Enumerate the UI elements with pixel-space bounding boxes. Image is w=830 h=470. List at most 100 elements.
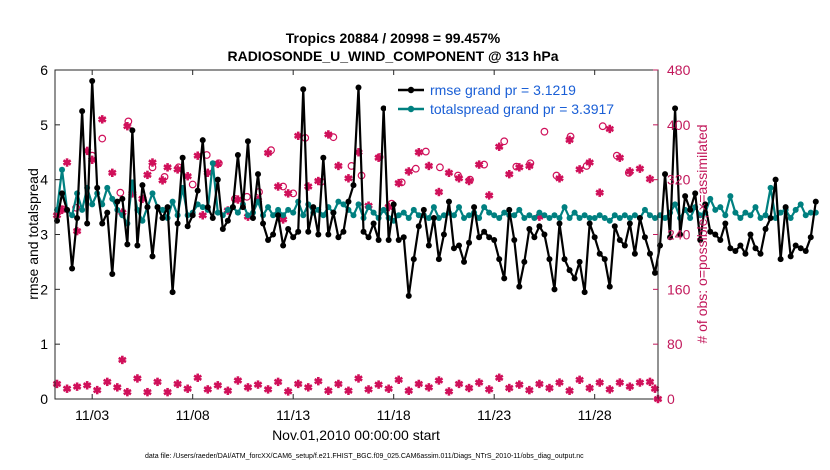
rmse-point [742, 250, 749, 257]
obs-assimilated-marker [163, 163, 172, 172]
rmse-point [541, 231, 548, 238]
rmse-point [209, 215, 216, 222]
rmse-point [84, 220, 91, 227]
obs-assimilated-low-marker [545, 383, 554, 393]
rmse-point [526, 226, 533, 233]
obs-assimilated-marker [233, 195, 243, 204]
obs-assimilated-low-marker [615, 378, 625, 387]
totalspread-point [104, 184, 111, 191]
obs-assimilated-marker [324, 130, 333, 139]
obs-assimilated-marker [615, 153, 625, 162]
rmse-point [677, 231, 684, 238]
obs-assimilated-marker [625, 167, 635, 176]
obs-assimilated-marker [158, 176, 167, 185]
obs-assimilated-low-marker [203, 385, 213, 394]
obs-assimilated-marker [404, 167, 414, 176]
totalspread-point [747, 212, 754, 219]
totalspread-point [722, 212, 729, 219]
obs-assimilated-low-marker [535, 379, 544, 389]
rmse-point [641, 234, 648, 241]
obs-assimilated-marker [645, 174, 655, 184]
obs-assimilated-marker [575, 165, 584, 174]
totalspread-point [611, 212, 618, 219]
rmse-point [410, 256, 417, 263]
rmse-point [626, 220, 633, 227]
obs-assimilated-low-marker [334, 379, 343, 389]
rmse-point [556, 220, 563, 227]
obs-assimilated-marker [198, 211, 208, 220]
totalspread-point [405, 215, 412, 222]
totalspread-point [621, 212, 628, 219]
y-left-tick-label: 2 [40, 281, 48, 297]
rmse-point [445, 198, 452, 205]
rmse-point [591, 234, 598, 241]
rmse-point [476, 234, 483, 241]
rmse-point [275, 212, 282, 219]
totalspread-point [275, 206, 282, 213]
rmse-point [471, 204, 478, 211]
rmse-point [777, 256, 784, 263]
obs-assimilated-low-marker [293, 379, 303, 389]
totalspread-point [762, 212, 769, 219]
totalspread-point [687, 215, 694, 222]
totalspread-point [662, 215, 669, 222]
obs-possible-marker [540, 127, 549, 136]
obs-assimilated-low-marker [424, 383, 434, 392]
rmse-point [737, 242, 744, 249]
rmse-point [139, 182, 146, 189]
obs-assimilated-marker [474, 160, 484, 169]
obs-assimilated-marker [344, 174, 353, 183]
y-left-tick-label: 1 [40, 336, 48, 352]
chart-title-line2: RADIOSONDE_U_WIND_COMPONENT @ 313 hPa [227, 48, 558, 64]
totalspread-point [159, 206, 166, 213]
totalspread-point [511, 212, 518, 219]
obs-assimilated-low-marker [504, 383, 514, 393]
obs-assimilated-marker [595, 188, 604, 197]
totalspread-point [270, 212, 277, 219]
rmse-point [199, 137, 206, 144]
rmse-point [576, 258, 583, 265]
totalspread-point [566, 215, 573, 222]
rmse-point [144, 204, 151, 211]
x-axis: 11/03 11/08 11/13 11/18 11/23 11/28 [75, 70, 612, 423]
rmse-point [69, 265, 76, 272]
totalspread-point [787, 215, 794, 222]
rmse-point [672, 105, 679, 112]
totalspread-point [244, 212, 251, 219]
totalspread-point [601, 215, 608, 222]
totalspread-point [797, 201, 804, 208]
rmse-point [762, 226, 769, 233]
rmse-point [305, 228, 312, 235]
rmse-point [531, 234, 538, 241]
rmse-point [194, 187, 201, 194]
rmse-point [596, 250, 603, 257]
rmse-point [812, 198, 819, 205]
rmse-point [109, 270, 116, 277]
obs-assimilated-low-marker [605, 385, 615, 394]
obs-assimilated-low-marker [515, 380, 524, 389]
obs-assimilated-low-marker [314, 376, 323, 386]
y-right-tick-label: 320 [667, 172, 691, 188]
obs-possible-marker [500, 137, 509, 146]
rmse-point [320, 154, 327, 161]
totalspread-point [626, 215, 633, 222]
obs-assimilated-low-marker [324, 386, 333, 395]
obs-assimilated-marker [515, 163, 524, 172]
obs-assimilated-low-marker [82, 381, 92, 390]
totalspread-point [541, 212, 548, 219]
obs-assimilated-low-marker [464, 383, 474, 393]
totalspread-point [591, 215, 598, 222]
obs-possible-marker [188, 180, 197, 189]
rmse-point [420, 206, 427, 213]
obs-assimilated-low-marker [133, 374, 142, 383]
obs-assimilated-low-marker [283, 387, 293, 396]
obs-assimilated-low-marker [555, 378, 564, 387]
rmse-point [717, 236, 724, 243]
obs-assimilated-low-marker [52, 379, 62, 389]
obs-assimilated-low-marker [113, 383, 122, 392]
totalspread-point [280, 212, 287, 219]
obs-assimilated-marker [97, 115, 107, 124]
rmse-point [365, 234, 372, 241]
y-right-tick-label: 80 [667, 336, 683, 352]
rmse-point [727, 245, 734, 252]
